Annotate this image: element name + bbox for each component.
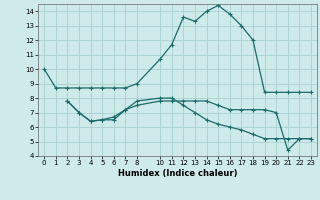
X-axis label: Humidex (Indice chaleur): Humidex (Indice chaleur)	[118, 169, 237, 178]
